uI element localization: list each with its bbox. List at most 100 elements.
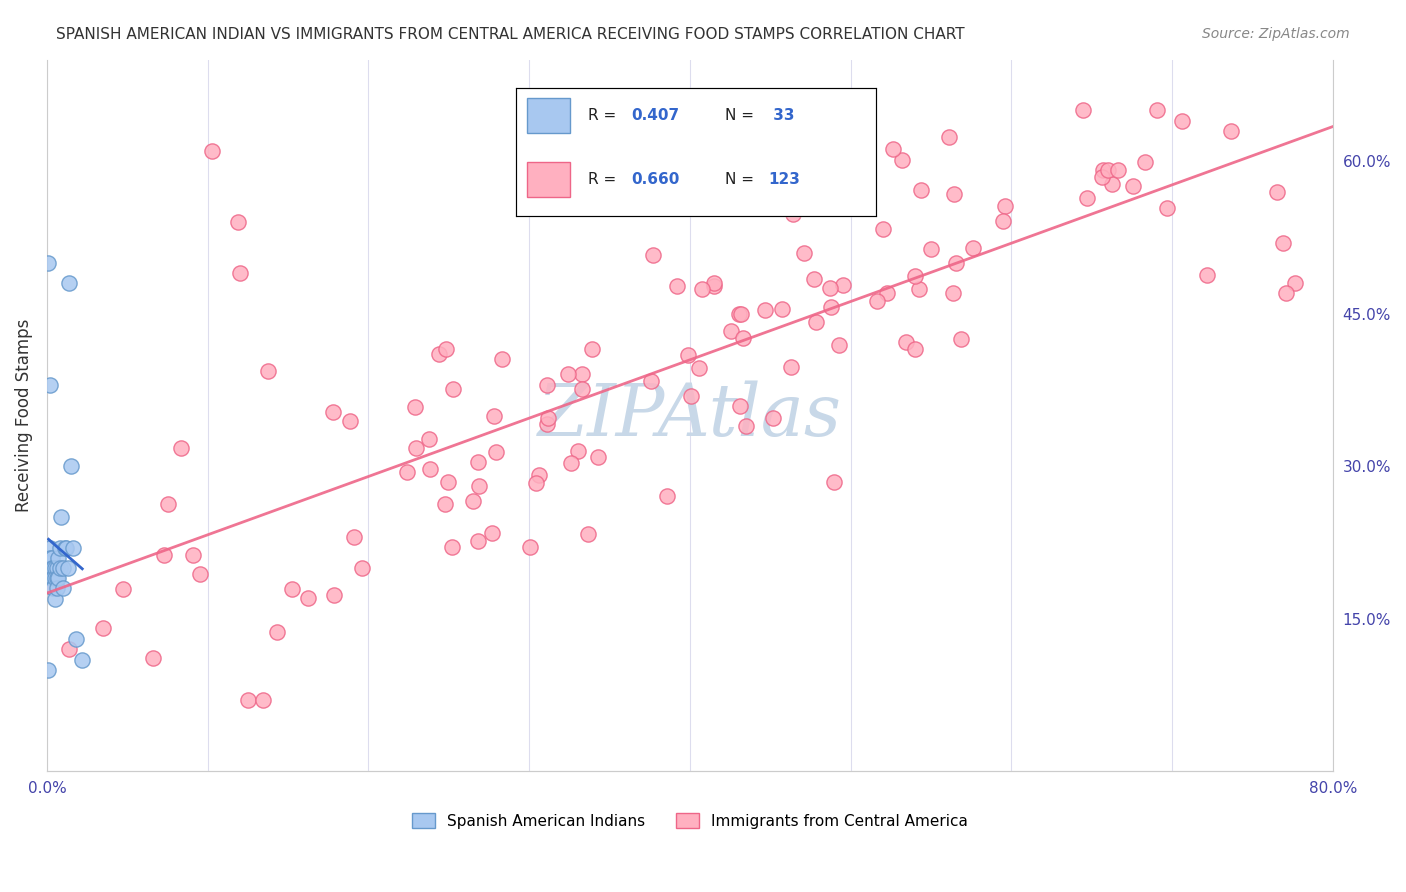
Point bbox=[157, 497, 180, 511]
Point bbox=[153, 548, 176, 562]
Point bbox=[890, 153, 912, 168]
Point bbox=[323, 588, 346, 602]
Point bbox=[1275, 286, 1298, 301]
Point bbox=[831, 277, 853, 292]
Point bbox=[70, 652, 93, 666]
Point bbox=[524, 476, 547, 491]
Point bbox=[201, 144, 224, 158]
Point bbox=[818, 281, 841, 295]
Point bbox=[1171, 114, 1194, 128]
Point bbox=[679, 389, 702, 403]
Point bbox=[39, 561, 62, 575]
Point bbox=[643, 247, 665, 261]
Point bbox=[1071, 103, 1094, 118]
Point bbox=[441, 382, 464, 396]
Point bbox=[827, 338, 849, 352]
Point bbox=[229, 266, 252, 280]
Point bbox=[571, 382, 593, 396]
Point bbox=[910, 183, 932, 197]
Point bbox=[731, 330, 754, 344]
Point bbox=[782, 207, 804, 221]
Point bbox=[42, 561, 65, 575]
Point bbox=[560, 456, 582, 470]
Point bbox=[91, 621, 114, 635]
Point bbox=[894, 335, 917, 350]
Point bbox=[434, 497, 457, 511]
Point bbox=[1122, 178, 1144, 193]
Point bbox=[44, 571, 66, 585]
Point bbox=[181, 548, 204, 562]
Point bbox=[904, 342, 927, 356]
Text: ZIPAtlas: ZIPAtlas bbox=[538, 380, 842, 450]
Point bbox=[467, 479, 489, 493]
Point bbox=[537, 411, 560, 425]
Point bbox=[42, 582, 65, 596]
Point bbox=[920, 242, 942, 256]
Point bbox=[51, 510, 73, 524]
Point bbox=[571, 367, 593, 381]
Point bbox=[688, 360, 710, 375]
Point bbox=[557, 368, 579, 382]
Point bbox=[58, 277, 80, 291]
Point bbox=[762, 411, 785, 425]
Point bbox=[655, 489, 678, 503]
Point bbox=[266, 624, 288, 639]
Point bbox=[482, 409, 505, 424]
Point bbox=[418, 432, 440, 446]
Point bbox=[690, 282, 713, 296]
Point bbox=[297, 591, 319, 606]
Point bbox=[1101, 177, 1123, 191]
Point bbox=[727, 307, 749, 321]
Point bbox=[405, 442, 427, 456]
Point bbox=[804, 315, 827, 329]
Point bbox=[1076, 191, 1098, 205]
Point bbox=[1133, 155, 1156, 169]
Point bbox=[37, 663, 59, 677]
Point bbox=[908, 282, 931, 296]
Point bbox=[112, 582, 135, 596]
Point bbox=[322, 405, 344, 419]
Point bbox=[188, 566, 211, 581]
Point bbox=[467, 534, 489, 549]
Point bbox=[872, 221, 894, 235]
Point bbox=[37, 256, 59, 270]
Point bbox=[46, 550, 69, 565]
Point bbox=[1284, 277, 1306, 291]
Point bbox=[39, 541, 62, 555]
Point bbox=[395, 465, 418, 479]
Point bbox=[1097, 162, 1119, 177]
Point bbox=[903, 268, 925, 283]
Point bbox=[866, 293, 889, 308]
Point bbox=[720, 324, 742, 338]
Point bbox=[252, 693, 274, 707]
Point bbox=[41, 550, 63, 565]
Point bbox=[59, 459, 82, 474]
Point bbox=[536, 378, 558, 392]
Point bbox=[581, 342, 603, 356]
Point bbox=[703, 276, 725, 290]
Point bbox=[352, 561, 374, 575]
Point bbox=[52, 561, 75, 575]
Point bbox=[676, 348, 699, 362]
Point bbox=[770, 301, 793, 316]
Point bbox=[820, 301, 842, 315]
Point bbox=[1195, 268, 1218, 282]
Point bbox=[236, 693, 259, 707]
Point bbox=[46, 571, 69, 585]
Point bbox=[62, 541, 84, 555]
Point bbox=[65, 632, 87, 647]
Point bbox=[529, 467, 551, 482]
Point bbox=[53, 541, 76, 555]
Point bbox=[728, 399, 751, 413]
Point bbox=[52, 582, 75, 596]
Point bbox=[703, 278, 725, 293]
Point bbox=[41, 571, 63, 585]
Point bbox=[780, 360, 803, 375]
Point bbox=[45, 582, 67, 596]
Point bbox=[945, 256, 967, 270]
Point bbox=[730, 308, 752, 322]
Point bbox=[41, 581, 63, 595]
Point bbox=[1265, 185, 1288, 199]
Point bbox=[1092, 162, 1115, 177]
Point bbox=[882, 142, 904, 156]
